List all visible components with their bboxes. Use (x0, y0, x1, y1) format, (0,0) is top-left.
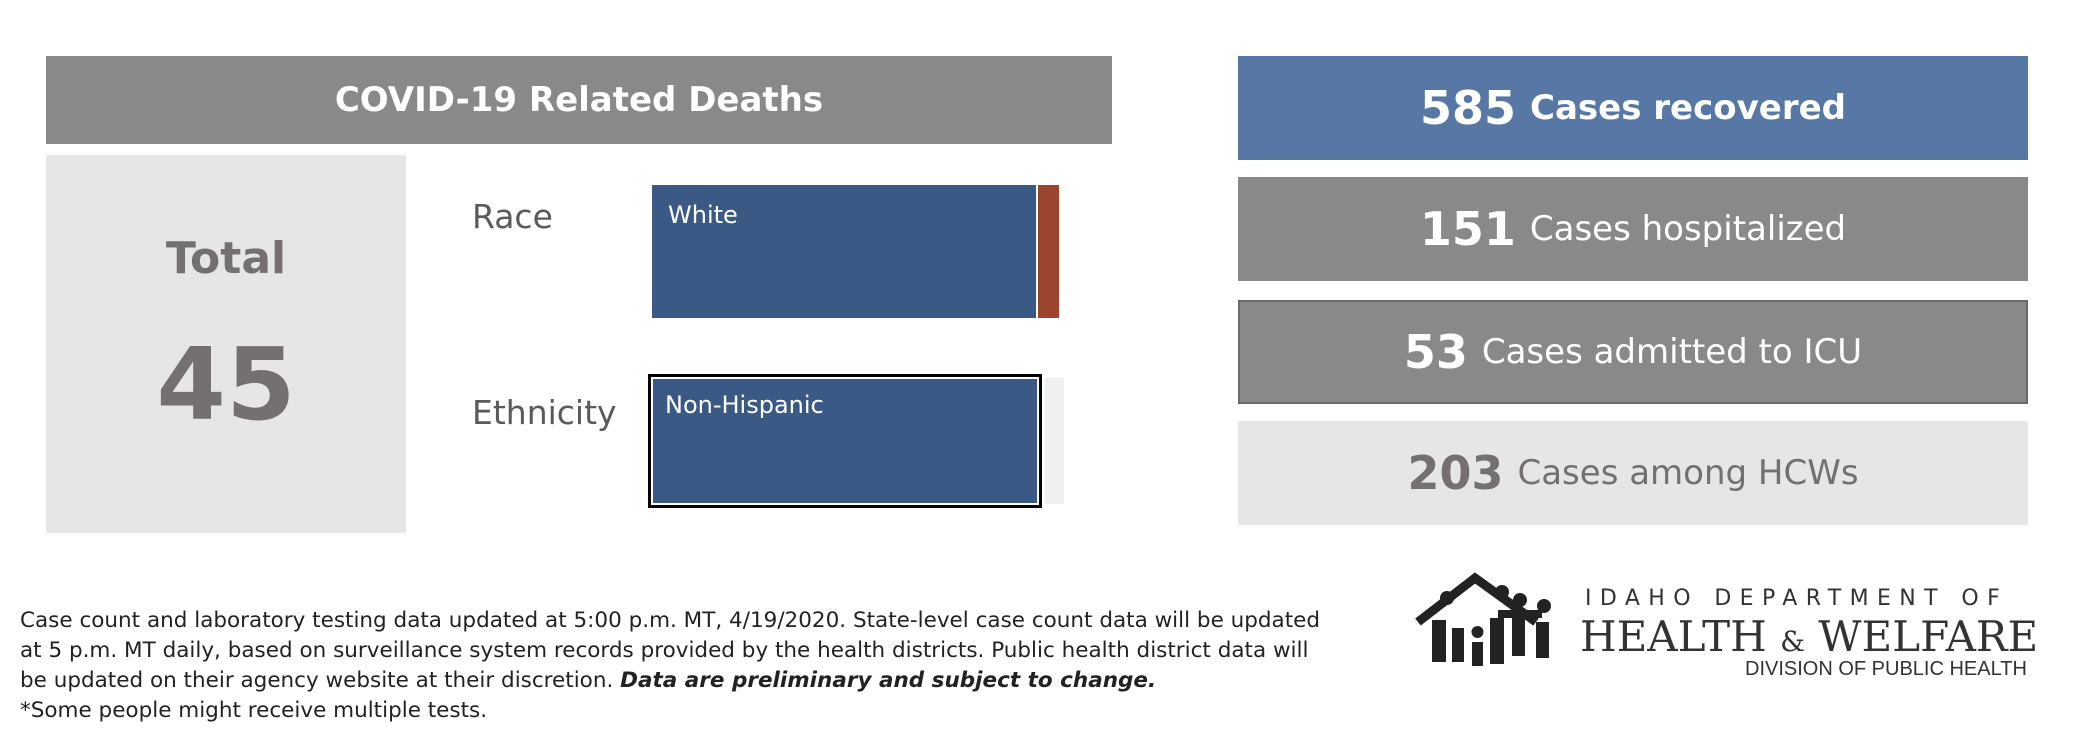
total-label: Total (165, 233, 287, 284)
data-update-note: Case count and laboratory testing data u… (20, 606, 1400, 726)
total-deaths-value: 45 (156, 326, 296, 443)
stat-number: 203 (1407, 446, 1504, 500)
note-text: be updated on their agency website at th… (20, 668, 614, 693)
logo-health-welfare-text: HEALTH & WELFARE (1580, 612, 2038, 661)
family-logo-icon (1415, 572, 1551, 666)
logo-welfare: WELFARE (1818, 612, 2039, 661)
ethnicity-bar-non-hispanic[interactable]: Non-Hispanic (648, 374, 1042, 508)
stat-card-recovered: 585 Cases recovered (1238, 56, 2028, 160)
race-bar-white[interactable]: White (652, 185, 1036, 318)
logo-ampersand: & (1780, 625, 1806, 658)
note-emphasis: Data are preliminary and subject to chan… (620, 668, 1157, 693)
stat-text: Cases hospitalized (1529, 209, 1847, 249)
ethnicity-label: Ethnicity (472, 393, 617, 432)
note-line: at 5 p.m. MT daily, based on surveillanc… (20, 638, 1309, 663)
stat-text: Cases recovered (1530, 88, 1847, 128)
logo-division-text: DIVISION OF PUBLIC HEALTH (1745, 658, 2027, 680)
logo-health: HEALTH (1580, 612, 1767, 661)
note-line: *Some people might receive multiple test… (20, 698, 488, 723)
race-bar-divider (1036, 185, 1038, 318)
logo-department-text: IDAHO DEPARTMENT OF (1585, 586, 2009, 611)
race-label: Race (472, 197, 553, 236)
stat-text: Cases admitted to ICU (1481, 332, 1863, 372)
stat-number: 151 (1419, 202, 1516, 256)
race-bar-label: White (668, 201, 738, 229)
ethnicity-bar-other[interactable] (1045, 378, 1064, 504)
note-line: be updated on their agency website at th… (20, 666, 1400, 696)
note-line: Case count and laboratory testing data u… (20, 608, 1321, 633)
deaths-panel-title: COVID-19 Related Deaths (46, 56, 1112, 144)
stat-card-icu: 53 Cases admitted to ICU (1238, 300, 2028, 404)
race-bar-other[interactable] (1038, 185, 1059, 318)
stat-card-hospitalized: 151 Cases hospitalized (1238, 177, 2028, 281)
stat-number: 585 (1419, 81, 1517, 135)
stat-text: Cases among HCWs (1517, 453, 1859, 493)
ethnicity-bar-label: Non-Hispanic (665, 391, 824, 419)
total-deaths-card: Total 45 (46, 155, 406, 533)
stat-card-hcws: 203 Cases among HCWs (1238, 421, 2028, 525)
stat-number: 53 (1403, 325, 1468, 379)
